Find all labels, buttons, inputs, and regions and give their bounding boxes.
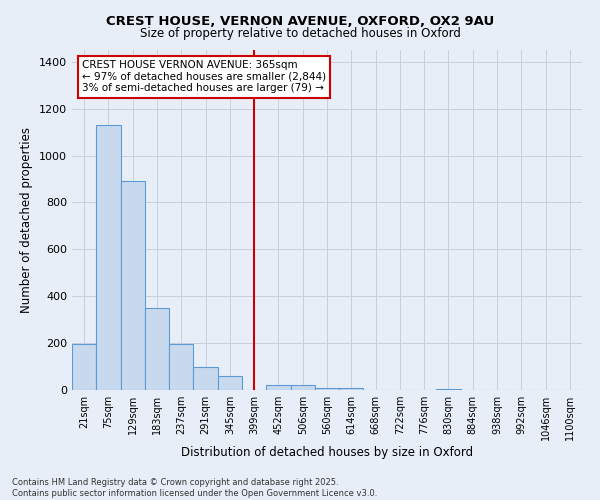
Y-axis label: Number of detached properties: Number of detached properties: [20, 127, 34, 313]
Bar: [121, 182, 145, 390]
Bar: [339, 388, 364, 390]
X-axis label: Distribution of detached houses by size in Oxford: Distribution of detached houses by size …: [181, 446, 473, 458]
Text: CREST HOUSE, VERNON AVENUE, OXFORD, OX2 9AU: CREST HOUSE, VERNON AVENUE, OXFORD, OX2 …: [106, 15, 494, 28]
Text: Contains HM Land Registry data © Crown copyright and database right 2025.
Contai: Contains HM Land Registry data © Crown c…: [12, 478, 377, 498]
Bar: [266, 386, 290, 390]
Bar: [145, 308, 169, 390]
Bar: [218, 376, 242, 390]
Bar: [169, 344, 193, 390]
Bar: [436, 389, 461, 390]
Text: CREST HOUSE VERNON AVENUE: 365sqm
← 97% of detached houses are smaller (2,844)
3: CREST HOUSE VERNON AVENUE: 365sqm ← 97% …: [82, 60, 326, 94]
Bar: [96, 125, 121, 390]
Bar: [193, 366, 218, 390]
Bar: [290, 386, 315, 390]
Bar: [72, 344, 96, 390]
Text: Size of property relative to detached houses in Oxford: Size of property relative to detached ho…: [140, 28, 460, 40]
Bar: [315, 388, 339, 390]
